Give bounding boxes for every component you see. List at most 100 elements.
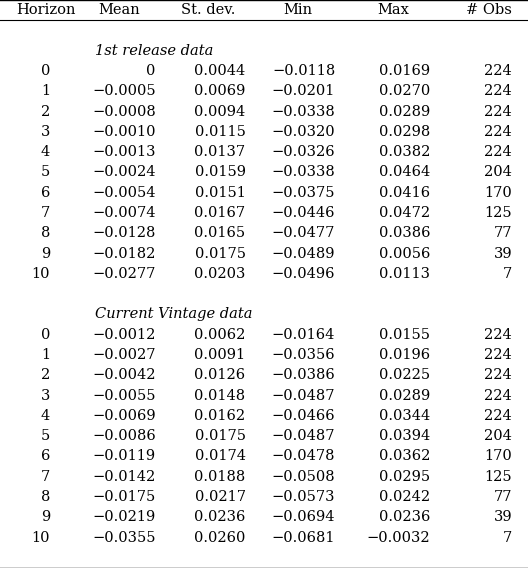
Text: 0.0236: 0.0236: [379, 510, 430, 524]
Text: −0.0508: −0.0508: [271, 470, 335, 484]
Text: 224: 224: [484, 409, 512, 423]
Text: 10: 10: [32, 531, 50, 545]
Text: 0.0167: 0.0167: [194, 206, 246, 220]
Text: −0.0175: −0.0175: [92, 490, 156, 504]
Text: −0.0338: −0.0338: [271, 105, 335, 119]
Text: 1: 1: [41, 348, 50, 362]
Text: 224: 224: [484, 389, 512, 403]
Text: −0.0496: −0.0496: [272, 267, 335, 281]
Text: 0.0175: 0.0175: [194, 247, 246, 261]
Text: −0.0478: −0.0478: [272, 449, 335, 463]
Text: 0.0203: 0.0203: [194, 267, 246, 281]
Text: 0.0115: 0.0115: [195, 125, 246, 139]
Text: 0.0270: 0.0270: [379, 84, 430, 98]
Text: 0.0165: 0.0165: [194, 226, 246, 240]
Text: 3: 3: [41, 125, 50, 139]
Text: 0.0174: 0.0174: [194, 449, 246, 463]
Text: −0.0074: −0.0074: [92, 206, 156, 220]
Text: 224: 224: [484, 348, 512, 362]
Text: −0.0069: −0.0069: [92, 409, 156, 423]
Text: 0: 0: [41, 328, 50, 342]
Text: 224: 224: [484, 125, 512, 139]
Text: 0.0298: 0.0298: [379, 125, 430, 139]
Text: −0.0487: −0.0487: [272, 389, 335, 403]
Text: −0.0277: −0.0277: [92, 267, 156, 281]
Text: −0.0489: −0.0489: [272, 247, 335, 261]
Text: 0.0148: 0.0148: [194, 389, 246, 403]
Text: Min: Min: [284, 3, 313, 17]
Text: 0.0159: 0.0159: [194, 165, 246, 179]
Text: −0.0008: −0.0008: [92, 105, 156, 119]
Text: Horizon: Horizon: [16, 3, 76, 17]
Text: 9: 9: [41, 510, 50, 524]
Text: 39: 39: [494, 247, 512, 261]
Text: # Obs: # Obs: [466, 3, 512, 17]
Text: 0.0126: 0.0126: [194, 368, 246, 382]
Text: 0.0056: 0.0056: [379, 247, 430, 261]
Text: 7: 7: [503, 531, 512, 545]
Text: 7: 7: [41, 206, 50, 220]
Text: 224: 224: [484, 368, 512, 382]
Text: −0.0032: −0.0032: [366, 531, 430, 545]
Text: 224: 224: [484, 84, 512, 98]
Text: 224: 224: [484, 64, 512, 78]
Text: 2: 2: [41, 105, 50, 119]
Text: −0.0386: −0.0386: [271, 368, 335, 382]
Text: −0.0326: −0.0326: [271, 145, 335, 159]
Text: 0.0236: 0.0236: [194, 510, 246, 524]
Text: 0.0464: 0.0464: [379, 165, 430, 179]
Text: −0.0164: −0.0164: [272, 328, 335, 342]
Text: −0.0128: −0.0128: [92, 226, 156, 240]
Text: −0.0010: −0.0010: [92, 125, 156, 139]
Text: −0.0012: −0.0012: [92, 328, 156, 342]
Text: 0: 0: [41, 64, 50, 78]
Text: −0.0355: −0.0355: [92, 531, 156, 545]
Text: −0.0027: −0.0027: [92, 348, 156, 362]
Text: 1: 1: [41, 84, 50, 98]
Text: Mean: Mean: [98, 3, 140, 17]
Text: 8: 8: [41, 226, 50, 240]
Text: 4: 4: [41, 145, 50, 159]
Text: −0.0466: −0.0466: [271, 409, 335, 423]
Text: −0.0573: −0.0573: [272, 490, 335, 504]
Text: 5: 5: [41, 165, 50, 179]
Text: 0.0188: 0.0188: [194, 470, 246, 484]
Text: −0.0054: −0.0054: [92, 186, 156, 200]
Text: 0.0382: 0.0382: [379, 145, 430, 159]
Text: 3: 3: [41, 389, 50, 403]
Text: −0.0446: −0.0446: [272, 206, 335, 220]
Text: 0.0295: 0.0295: [379, 470, 430, 484]
Text: Max: Max: [378, 3, 409, 17]
Text: 0.0151: 0.0151: [195, 186, 246, 200]
Text: 204: 204: [484, 429, 512, 443]
Text: 0.0069: 0.0069: [194, 84, 246, 98]
Text: 224: 224: [484, 328, 512, 342]
Text: −0.0375: −0.0375: [272, 186, 335, 200]
Text: 10: 10: [32, 267, 50, 281]
Text: 0.0155: 0.0155: [379, 328, 430, 342]
Text: −0.0338: −0.0338: [271, 165, 335, 179]
Text: −0.0320: −0.0320: [271, 125, 335, 139]
Text: 8: 8: [41, 490, 50, 504]
Text: 0.0344: 0.0344: [379, 409, 430, 423]
Text: 0.0091: 0.0091: [194, 348, 246, 362]
Text: 0.0242: 0.0242: [379, 490, 430, 504]
Text: 9: 9: [41, 247, 50, 261]
Text: −0.0119: −0.0119: [92, 449, 156, 463]
Text: 224: 224: [484, 145, 512, 159]
Text: 0.0137: 0.0137: [194, 145, 246, 159]
Text: −0.0356: −0.0356: [271, 348, 335, 362]
Text: −0.0681: −0.0681: [272, 531, 335, 545]
Text: St. dev.: St. dev.: [182, 3, 235, 17]
Text: −0.0118: −0.0118: [272, 64, 335, 78]
Text: Current Vintage data: Current Vintage data: [95, 307, 252, 321]
Text: 170: 170: [484, 186, 512, 200]
Text: 0.0094: 0.0094: [194, 105, 246, 119]
Text: 125: 125: [485, 206, 512, 220]
Text: 0.0386: 0.0386: [379, 226, 430, 240]
Text: 0.0113: 0.0113: [379, 267, 430, 281]
Text: −0.0142: −0.0142: [92, 470, 156, 484]
Text: 39: 39: [494, 510, 512, 524]
Text: 0.0260: 0.0260: [194, 531, 246, 545]
Text: −0.0013: −0.0013: [92, 145, 156, 159]
